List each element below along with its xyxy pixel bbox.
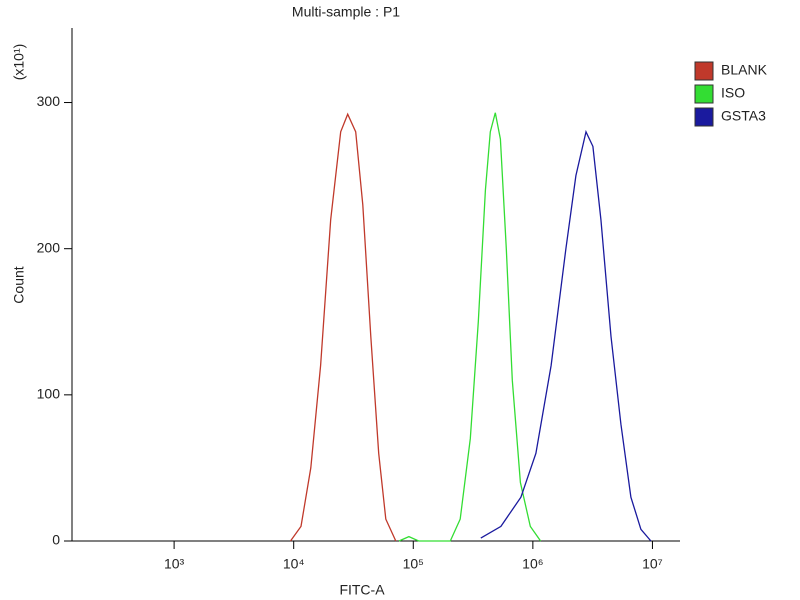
y-tick-label: 0 [52, 532, 60, 548]
series-line [289, 112, 397, 542]
y-tick-label: 200 [37, 239, 61, 255]
y-multiplier: (x10¹) [11, 44, 27, 81]
x-tick-label: 10⁶ [522, 556, 543, 572]
x-tick-label: 10⁷ [642, 556, 663, 572]
series-line [480, 129, 652, 542]
series-line [398, 112, 542, 542]
chart-title: Multi-sample : P1 [292, 4, 400, 20]
legend-swatch [694, 61, 714, 81]
x-tick-label: 10⁵ [403, 556, 424, 572]
legend-label: GSTA3 [721, 108, 766, 124]
y-axis-label: Count [11, 266, 27, 303]
legend-swatch [694, 107, 714, 127]
x-tick-label: 10³ [164, 556, 185, 572]
x-tick-label: 10⁴ [283, 556, 305, 572]
y-tick-label: 300 [37, 93, 61, 109]
legend-swatch [694, 84, 714, 104]
y-tick-label: 100 [37, 386, 61, 402]
legend-label: ISO [721, 85, 745, 101]
legend-label: BLANK [721, 62, 768, 78]
x-axis-label: FITC-A [339, 582, 385, 598]
